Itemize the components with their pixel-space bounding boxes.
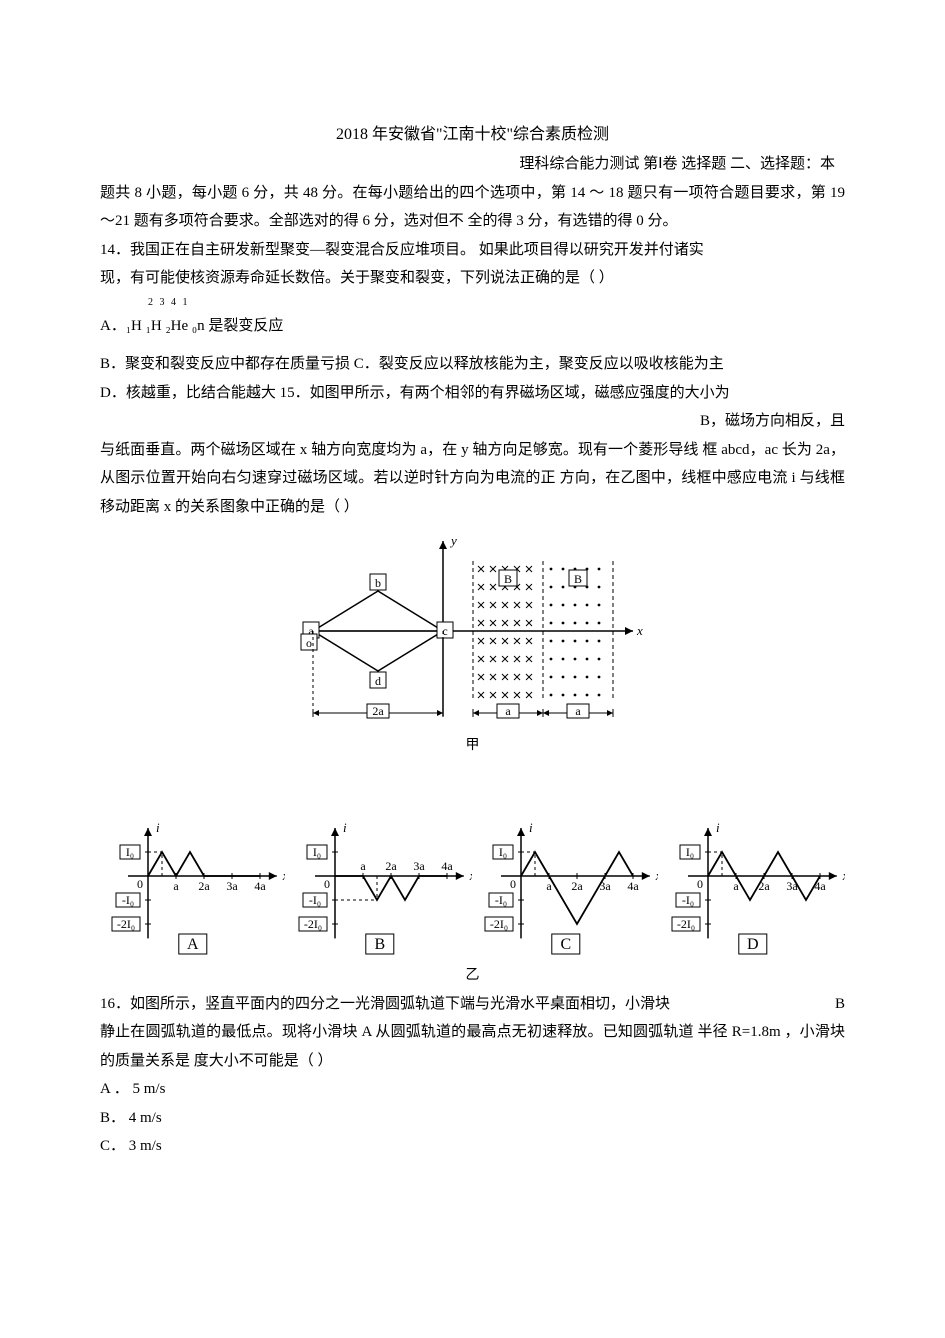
svg-text:A: A xyxy=(187,936,199,953)
svg-text:2a: 2a xyxy=(385,859,397,873)
spacer xyxy=(100,340,845,350)
svg-text:-2I₀: -2I₀ xyxy=(304,917,322,931)
svg-text:d: d xyxy=(375,674,381,688)
svg-text:4a: 4a xyxy=(441,859,453,873)
q14d-q15-split: D．核越重，比结合能越大 15．如图甲所示，有两个相邻的有界磁场区域，磁感应强度… xyxy=(100,379,845,408)
svg-text:0: 0 xyxy=(510,877,516,891)
svg-text:-I₀: -I₀ xyxy=(309,893,321,907)
q16-option-a: A ． 5 m/s xyxy=(100,1075,845,1104)
svg-text:-I₀: -I₀ xyxy=(682,893,694,907)
svg-text:0: 0 xyxy=(324,877,330,891)
chart-option-d: xi0I₀-I₀-2I₀a2a3a4aD xyxy=(660,766,845,961)
svg-text:a: a xyxy=(575,704,581,718)
svg-text:2a: 2a xyxy=(372,704,384,718)
svg-text:a: a xyxy=(505,704,511,718)
svg-text:I₀: I₀ xyxy=(499,845,507,859)
svg-text:I₀: I₀ xyxy=(126,845,134,859)
q14-option-a: A．₁H ₁H ₂He ₀n 是裂变反应 xyxy=(100,312,845,341)
svg-text:a: a xyxy=(173,879,179,893)
q14-option-bc: B．聚变和裂变反应中都存在质量亏损 C．裂变反应以释放核能为主，聚变反应以吸收核… xyxy=(100,350,845,379)
svg-text:B: B xyxy=(573,572,581,586)
svg-text:b: b xyxy=(375,576,381,590)
svg-text:-2I₀: -2I₀ xyxy=(677,917,695,931)
figure-jia: xyabcdoBB2aaa 甲 xyxy=(100,531,845,760)
chart-option-c: xi0I₀-I₀-2I₀a2a3a4aC xyxy=(473,766,658,961)
q16-stem-left: 16．如图所示，竖直平面内的四分之一光滑圆弧轨道下端与光滑水平桌面相切，小滑块 xyxy=(100,990,670,1019)
figure-jia-svg: xyabcdoBB2aaa xyxy=(293,531,653,731)
svg-text:C: C xyxy=(561,936,572,953)
svg-text:3a: 3a xyxy=(786,879,798,893)
q14-option-d-left: D．核越重，比结合能越大 15．如图甲所示，有两个相邻的有界磁场区域，磁感应强度… xyxy=(100,379,845,408)
svg-text:x: x xyxy=(655,868,658,883)
q16-option-b: B． 4 m/s xyxy=(100,1104,845,1133)
svg-text:-2I₀: -2I₀ xyxy=(117,917,135,931)
section-instructions: 题共 8 小题，每小题 6 分，共 48 分。在每小题给出的四个选项中，第 14… xyxy=(100,179,845,236)
svg-text:B: B xyxy=(374,936,385,953)
q16-option-c: C． 3 m/s xyxy=(100,1132,845,1161)
q14-superscripts: 2 3 4 1 xyxy=(100,293,845,312)
q16-stem-2: 静止在圆弧轨道的最低点。现将小滑块 A 从圆弧轨道的最高点无初速释放。已知圆弧轨… xyxy=(100,1018,845,1075)
svg-text:0: 0 xyxy=(697,877,703,891)
svg-text:i: i xyxy=(343,820,347,835)
svg-text:3a: 3a xyxy=(413,859,425,873)
svg-text:-2I₀: -2I₀ xyxy=(490,917,508,931)
svg-text:0: 0 xyxy=(137,877,143,891)
option-charts-row: x i 0 I₀ -I₀ -2I₀ a 2a 3a 4a A x i 0 I₀ -I₀ -2I₀ a 2a 3a 4a… xyxy=(100,766,845,961)
svg-text:3a: 3a xyxy=(226,879,238,893)
q15-stem: 与纸面垂直。两个磁场区域在 x 轴方向宽度均为 a，在 y 轴方向足够宽。现有一… xyxy=(100,436,845,522)
svg-text:i: i xyxy=(716,820,720,835)
q14-stem-1: 14．我国正在自主研发新型聚变—裂变混合反应堆项目。 如果此项目得以研究开发并付… xyxy=(100,236,845,265)
svg-text:x: x xyxy=(282,868,285,883)
exam-title: 2018 年安徽省"江南十校"综合素质检测 xyxy=(100,120,845,150)
svg-text:2a: 2a xyxy=(572,879,584,893)
svg-text:i: i xyxy=(529,820,533,835)
q16-line1: 16．如图所示，竖直平面内的四分之一光滑圆弧轨道下端与光滑水平桌面相切，小滑块 … xyxy=(100,990,845,1019)
figure-yi-caption: 乙 xyxy=(100,963,845,990)
q15-b-line: B，磁场方向相反，且 xyxy=(100,407,845,436)
svg-text:I₀: I₀ xyxy=(686,845,694,859)
svg-text:o: o xyxy=(306,636,312,650)
svg-text:i: i xyxy=(156,820,160,835)
svg-text:I₀: I₀ xyxy=(313,845,321,859)
q16-stem-right: B xyxy=(835,990,845,1019)
svg-text:4a: 4a xyxy=(254,879,266,893)
svg-text:x: x xyxy=(636,623,643,638)
exam-subtitle: 理科综合能力测试 第Ⅰ卷 选择题 二、选择题：本 xyxy=(100,150,845,179)
svg-text:2a: 2a xyxy=(198,879,210,893)
svg-text:y: y xyxy=(449,533,457,548)
chart-option-b: x i 0 I₀ -I₀ -2I₀ a 2a 3a 4a B xyxy=(287,766,472,961)
q14-stem-2: 现，有可能使核资源寿命延长数倍。关于聚变和裂变，下列说法正确的是（ ） xyxy=(100,264,845,293)
svg-text:x: x xyxy=(842,868,845,883)
q15-b-right: B，磁场方向相反，且 xyxy=(700,407,845,436)
svg-text:D: D xyxy=(747,936,759,953)
svg-text:B: B xyxy=(503,572,511,586)
svg-text:x: x xyxy=(468,868,471,883)
chart-option-a: x i 0 I₀ -I₀ -2I₀ a 2a 3a 4a A xyxy=(100,766,285,961)
figure-jia-caption: 甲 xyxy=(466,733,480,760)
svg-text:a: a xyxy=(360,859,366,873)
svg-text:4a: 4a xyxy=(628,879,640,893)
svg-text:-I₀: -I₀ xyxy=(122,893,134,907)
svg-text:-I₀: -I₀ xyxy=(495,893,507,907)
